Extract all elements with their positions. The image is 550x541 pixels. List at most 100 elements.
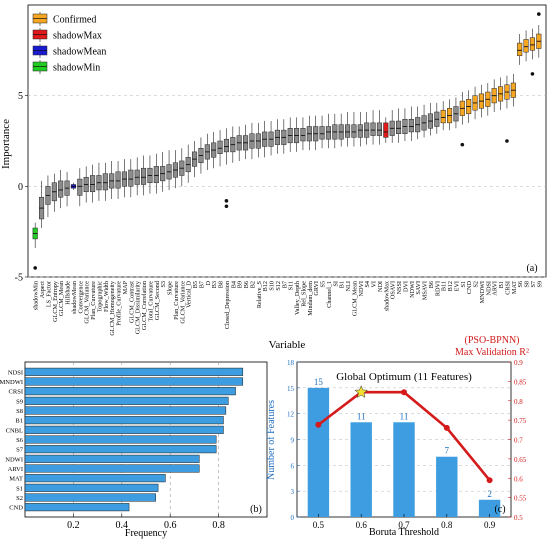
box-b9 <box>236 126 242 161</box>
frequency-category-label: S2 <box>16 495 23 502</box>
boxplot-x-tick-label: S9 <box>536 281 543 288</box>
box-s3 <box>160 151 166 192</box>
box-body <box>376 122 382 136</box>
boxplot-x-tick-label: S5 <box>320 281 327 288</box>
box-closed-depression <box>223 128 229 209</box>
box-shadowmin <box>32 222 38 270</box>
box-grvi <box>313 115 319 151</box>
threshold-right-axis-label-line1: (PSO-BPNN) <box>464 335 519 346</box>
box-flow-width <box>102 162 108 201</box>
threshold-bar-0.7 <box>393 422 415 517</box>
box-glcm-homogeneity <box>109 160 115 200</box>
boxplot-x-tick-label: S10 <box>269 281 276 291</box>
box-s9 <box>536 12 542 58</box>
box-ndi <box>376 110 382 145</box>
threshold-x-tick-label: 0.6 <box>356 520 368 530</box>
boxplot-x-tick-label: RDVI <box>434 281 441 296</box>
box-b11 <box>440 101 446 131</box>
threshold-bar-value-label: 7 <box>445 446 450 456</box>
box-b12 <box>262 121 268 158</box>
boxplot-x-tick-label: Plan_Curvature <box>90 281 97 320</box>
frequency-bar-s1 <box>24 483 159 492</box>
box-glcm-variance <box>179 148 185 187</box>
boxplot-x-tick-label: S4 <box>364 281 371 288</box>
boxplot-x-tick-label: GLCM_Entropy <box>52 280 59 322</box>
threshold-right-tick-label: 0.7 <box>514 437 523 445</box>
box-hillshade <box>64 171 70 207</box>
legend-label: Confirmed <box>53 15 96 26</box>
threshold-bar-0.8 <box>436 456 458 517</box>
boxplot-frame <box>27 4 547 278</box>
box-nli <box>345 111 351 147</box>
box-body <box>345 124 351 138</box>
threshold-left-tick-label: 18 <box>287 359 295 367</box>
boxplot-x-tick-label: SI <box>332 281 339 287</box>
frequency-category-labels: NDSI MNDWI CRSI S9 S8 B1 CNBL S6 S7 NDWI ARVI MAT S1… <box>0 369 24 511</box>
boxplot-x-tick-label: Total_Curvature <box>147 281 154 322</box>
box-body <box>217 140 223 154</box>
boxplot-x-tick-label: NLI <box>345 281 352 291</box>
box-nssi <box>396 108 402 143</box>
threshold-right-tick-label: 0.75 <box>514 417 527 425</box>
box-ndsi <box>485 82 491 116</box>
box-evi <box>453 97 459 129</box>
box-b1 <box>498 77 504 111</box>
boxplot-x-tick-label: Slope <box>167 281 174 295</box>
boxplot-x-tick-label: B8 <box>218 281 225 288</box>
box-map <box>121 159 127 198</box>
boxplot-x-tick-label: Plan_Curvature <box>173 281 180 320</box>
box-s2 <box>472 86 478 120</box>
boxplot-x-tick-label: GLCM_Contrast <box>128 281 135 323</box>
boxplot-x-tick-label: NDI <box>377 281 384 292</box>
box-glcm-mean <box>351 111 357 147</box>
boxplot-x-tick-label: MAT <box>511 281 518 294</box>
threshold-bar-value-label: 11 <box>357 411 366 421</box>
panel-label-b: (b) <box>250 504 262 515</box>
boxplot-x-tick-label: S11 <box>288 281 295 290</box>
boxplot-x-tick-label: GLCM_Variance <box>84 281 91 324</box>
threshold-left-axis: 0 3 6 9 12 15 18 <box>287 359 300 522</box>
box-body <box>396 120 402 134</box>
threshold-bar-0.5 <box>307 387 330 517</box>
frequency-category-label: NDSI <box>8 369 23 376</box>
threshold-x-axis-label: Boruta Threshold <box>369 527 439 538</box>
threshold-left-tick-label: 15 <box>287 385 295 393</box>
box-body <box>223 138 229 153</box>
boxplot-x-tick-label: B5 <box>192 281 199 288</box>
boxplot-x-tick-label: EVI <box>453 281 460 291</box>
boxplot-x-tick-label: Closed_Depression <box>224 281 231 329</box>
threshold-r2-point <box>315 421 322 428</box>
frequency-bars <box>24 367 244 512</box>
box-channel-1 <box>325 113 331 149</box>
box-s10 <box>268 121 274 156</box>
box-body <box>370 122 376 136</box>
boxplot-x-tick-label: shadowMin <box>33 281 40 310</box>
frequency-bar-s9 <box>24 396 229 405</box>
box-s4 <box>364 111 370 145</box>
box-body <box>523 39 529 53</box>
boxplot-gridlines <box>28 95 546 278</box>
box-slope <box>166 150 172 190</box>
boxplot-x-tick-label: S6 <box>517 281 524 288</box>
box-b8 <box>217 130 223 167</box>
box-cnd <box>466 90 472 123</box>
box-body <box>319 126 325 140</box>
box-osavi <box>389 110 395 143</box>
frequency-category-label: CND <box>9 505 23 512</box>
boxplot-y-tick-label: 0 <box>18 182 23 193</box>
threshold-right-tick-label: 0.85 <box>514 378 527 386</box>
box-total-curvature <box>147 155 153 194</box>
box-si <box>332 113 338 149</box>
boxplot-x-tick-label: B7 <box>198 281 205 288</box>
boxplot-x-tick-label: SAVI <box>415 281 422 295</box>
boxplot-x-tick-label: DVI <box>402 281 409 292</box>
panel-label-c: (c) <box>494 504 505 515</box>
boxplot-x-tick-label: Valley_Depth <box>294 280 301 315</box>
boxplot-x-tick-label: Hillshade <box>65 281 72 305</box>
boxplot-x-tick-label: GLCM_Second <box>154 280 161 320</box>
boxplot-x-tick-label: GLCM_Correlation <box>141 281 148 330</box>
boxplot-x-tick-label: Relative_S <box>256 280 263 308</box>
threshold-left-tick-label: 3 <box>291 488 295 496</box>
boxplot-x-tick-label: NDSI <box>485 281 492 295</box>
boxplot-x-tick-label: B1 <box>498 281 505 288</box>
